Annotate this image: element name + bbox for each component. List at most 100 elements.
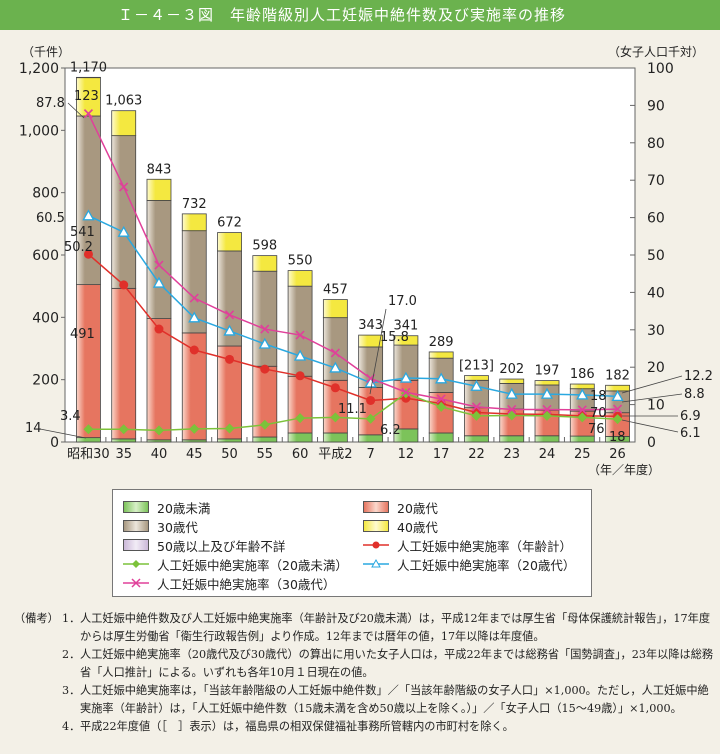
legend-item-50plus: 50歳以上及び年齢不詳 xyxy=(123,536,285,554)
bar-segment xyxy=(393,335,419,346)
legend: 20歳未満 20歳代 30歳代 40歳代 50歳以上及び年齢不詳 人工妊娠中絶実… xyxy=(112,489,592,597)
x-tick-label: 26 xyxy=(609,447,626,462)
bar-segment xyxy=(146,318,172,441)
bar-total-label: 202 xyxy=(499,362,524,377)
bar-segment xyxy=(569,383,595,390)
note-number: 2． xyxy=(62,648,81,661)
bar-total-label: 289 xyxy=(429,335,454,350)
left-tick-label: 1,200 xyxy=(19,61,59,77)
bar-segment xyxy=(146,178,172,201)
x-tick-label: 25 xyxy=(574,447,591,462)
right-tick-label: 70 xyxy=(647,173,665,189)
bar-total-label: [213] xyxy=(459,359,494,374)
legend-item-rate-total: 人工妊娠中絶実施率（年齢計） xyxy=(363,536,572,554)
note-text: 平成22年度値（［ ］表示）は，福島県の相双保健福祉事務所管轄内の市町村を除く。 xyxy=(80,720,514,733)
annotation-label: 87.8 xyxy=(36,96,65,111)
bar-segment xyxy=(287,375,313,434)
data-point-circle xyxy=(154,324,164,334)
left-tick-label: 1,000 xyxy=(19,123,59,139)
diamond-marker-icon xyxy=(123,560,149,568)
data-point-triangle xyxy=(82,209,95,221)
series-line xyxy=(87,253,618,417)
annotation-leader xyxy=(369,308,387,395)
right-tick-label: 50 xyxy=(647,248,665,264)
data-point-cross xyxy=(189,293,199,303)
data-point-cross xyxy=(542,404,552,415)
bar-segment xyxy=(217,438,242,443)
bar-total-label: 1,170 xyxy=(70,60,107,75)
right-tick-label: 20 xyxy=(647,360,665,376)
data-point-cross xyxy=(507,404,517,415)
bar-total-label: 457 xyxy=(323,283,348,298)
data-point-triangle xyxy=(188,311,201,323)
data-point-triangle xyxy=(505,387,518,399)
data-point-circle xyxy=(83,249,93,259)
annotation-label: 6.2 xyxy=(380,423,401,438)
data-point-cross xyxy=(330,348,340,358)
legend-label: 20歳未満 xyxy=(157,500,211,516)
bar-segment xyxy=(111,287,137,440)
legend-label: 人工妊娠中絶実施率（20歳代） xyxy=(397,557,576,573)
bar-segment xyxy=(464,375,489,381)
annotation-label: 8.8 xyxy=(684,387,705,402)
data-point-cross xyxy=(119,182,129,192)
legend-swatch xyxy=(123,501,149,513)
bar-segment xyxy=(252,436,278,443)
data-point-diamond xyxy=(295,413,306,424)
right-axis-unit: （女子人口千対） xyxy=(608,44,704,59)
x-tick-label: 40 xyxy=(151,447,168,462)
legend-swatch xyxy=(123,539,149,551)
annotation-label: 70 xyxy=(590,406,607,421)
left-tick-label: 400 xyxy=(32,310,59,326)
note-text: 人工妊娠中絶件数及び人工妊娠中絶実施率（年齢計及び20歳未満）は，平成12年まで… xyxy=(80,612,711,643)
bar-total-label: 341 xyxy=(393,319,418,334)
x-tick-label: 23 xyxy=(503,447,520,462)
x-tick-label: 45 xyxy=(186,447,203,462)
data-point-circle xyxy=(119,280,129,290)
legend-item-under20: 20歳未満 xyxy=(123,498,210,516)
legend-label: 人工妊娠中絶実施率（30歳代） xyxy=(157,576,336,592)
x-tick-label: 24 xyxy=(539,447,556,462)
annotation-label: 17.0 xyxy=(388,294,417,309)
data-point-triangle xyxy=(540,387,554,399)
bar-segment xyxy=(499,378,525,384)
data-point-cross xyxy=(436,394,446,404)
right-tick-label: 90 xyxy=(647,98,665,114)
data-point-diamond xyxy=(577,412,588,423)
right-tick-label: 100 xyxy=(647,61,674,77)
annotation-label: 491 xyxy=(70,327,95,342)
legend-item-30s: 30歳代 xyxy=(123,517,198,535)
bar-segment xyxy=(358,387,384,436)
series-line xyxy=(88,215,618,398)
bar-total-label: 598 xyxy=(252,239,277,254)
left-tick-label: 0 xyxy=(50,435,59,451)
annotation-label: 15.8 xyxy=(380,330,409,345)
bar-segment xyxy=(322,299,348,319)
bar-segment xyxy=(217,232,242,252)
bar-segment xyxy=(534,435,560,443)
data-point-diamond xyxy=(365,413,376,424)
data-point-triangle xyxy=(576,388,589,400)
legend-item-rate-under20: 人工妊娠中絶実施率（20歳未満） xyxy=(123,555,348,573)
legend-item-40s: 40歳代 xyxy=(363,517,438,535)
data-point-diamond xyxy=(259,419,270,430)
annotation-label: 14 xyxy=(25,421,42,436)
bar-segment xyxy=(76,115,101,286)
annotation-leader xyxy=(39,428,87,439)
right-tick-label: 30 xyxy=(647,323,665,339)
data-point-cross xyxy=(224,310,235,320)
legend-item-rate-30s: 人工妊娠中絶実施率（30歳代） xyxy=(123,574,335,592)
bar-total-label: 550 xyxy=(288,254,313,269)
legend-label: 50歳以上及び年齢不詳 xyxy=(157,538,286,554)
annotation-label: 3.4 xyxy=(60,409,81,424)
data-point-diamond xyxy=(436,401,447,412)
bar-segment xyxy=(393,379,419,430)
figure-title: Ｉ－４－３図 年齢階級別人工妊娠中絶件数及び実施率の推移 xyxy=(0,0,720,30)
bar-total-label: 197 xyxy=(535,364,560,379)
data-point-circle xyxy=(260,364,270,374)
x-tick-label: 12 xyxy=(398,447,415,462)
notes: （備考） 1． 人工妊娠中絶件数及び人工妊娠中絶実施率（年齢計及び20歳未満）は，平… xyxy=(14,610,714,736)
legend-item-20s: 20歳代 xyxy=(363,498,438,516)
bar-segment xyxy=(322,432,348,443)
bar-segment xyxy=(499,435,525,443)
